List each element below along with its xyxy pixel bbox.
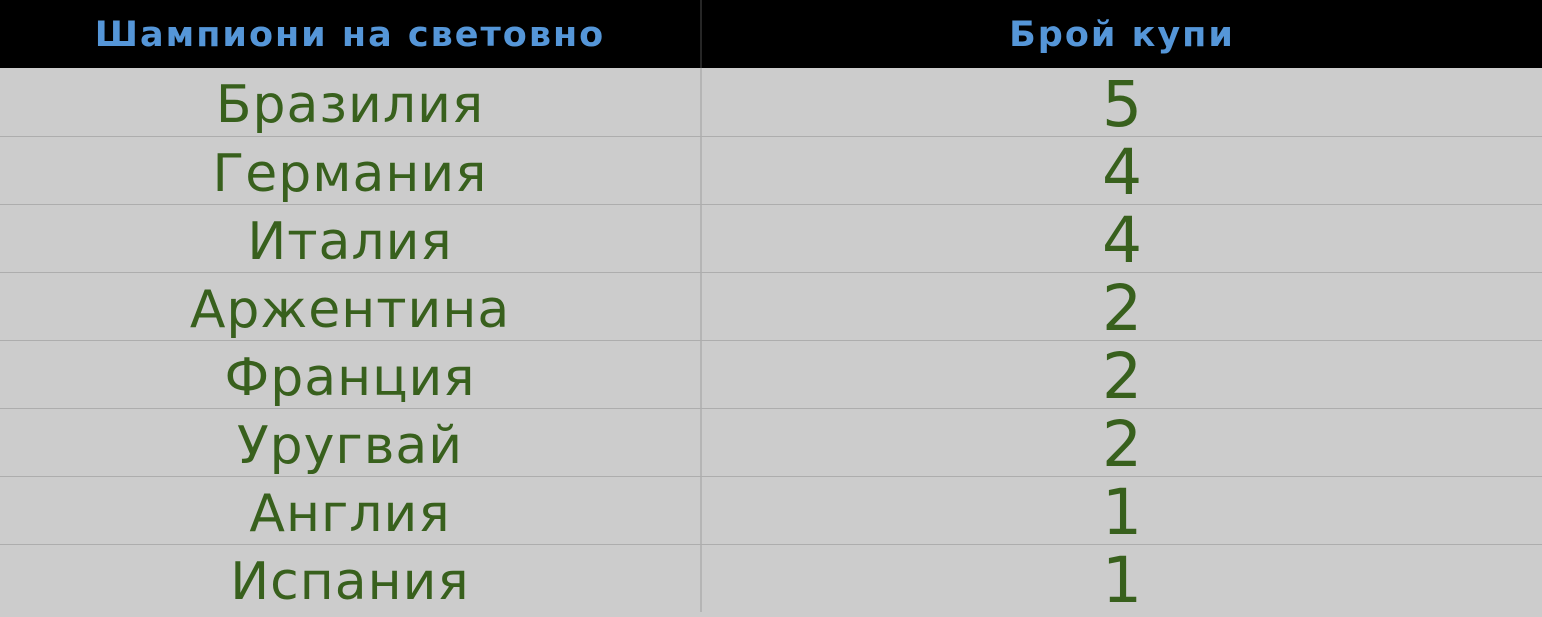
table-row: Франция 2 [0,340,1542,413]
country-cell: Италия [0,205,702,272]
cups-cell: 2 [1101,272,1143,345]
country-cell: Уругвай [0,409,702,476]
country-cell: Германия [0,137,702,204]
cups-cell: 1 [1101,476,1143,549]
table-row: Испания 1 [0,544,1542,617]
cups-cell: 4 [1101,136,1143,209]
table-row: Германия 4 [0,136,1542,209]
table-row: Бразилия 5 [0,67,1542,141]
country-cell: Испания [0,545,702,612]
cups-cell: 2 [1101,408,1143,481]
column-header-cups: Брой купи [1009,15,1235,55]
country-cell: Франция [0,341,702,408]
table-row: Уругвай 2 [0,408,1542,481]
cups-cell: 4 [1101,204,1143,277]
table-row: Италия 4 [0,204,1542,277]
country-cell: Бразилия [0,68,702,136]
cups-cell: 5 [1101,67,1143,141]
table-row: Англия 1 [0,476,1542,549]
table-row: Аржентина 2 [0,272,1542,345]
table-header-row: Шампиони на световно Брой купи [0,0,1542,68]
column-header-country: Шампиони на световно [0,0,702,68]
cups-cell: 2 [1101,340,1143,413]
country-cell: Англия [0,477,702,544]
cups-cell: 1 [1101,544,1143,617]
country-cell: Аржентина [0,273,702,340]
